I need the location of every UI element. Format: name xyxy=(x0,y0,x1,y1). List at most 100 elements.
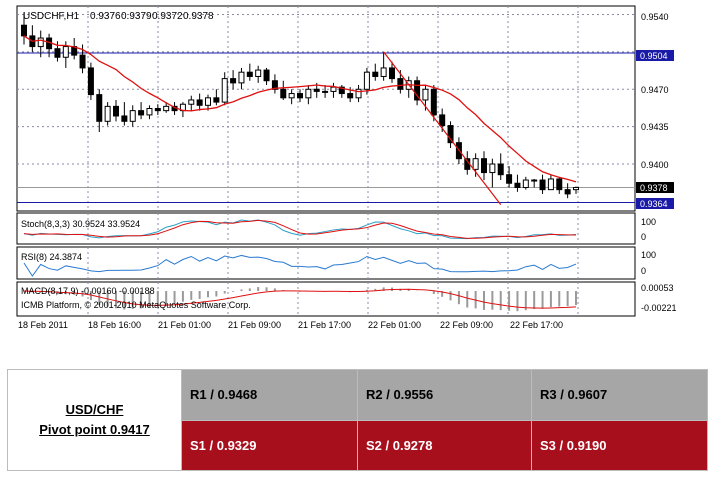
current-price-tag xyxy=(636,182,674,193)
r2-cell: R2 / 0.9556 xyxy=(357,369,532,421)
candle-body xyxy=(355,88,362,99)
candle-body xyxy=(154,108,161,112)
candle-body xyxy=(489,163,496,174)
time-label-6: 22 Feb 01:00 xyxy=(368,320,421,330)
candle-body xyxy=(497,163,504,176)
support-price-label: 0.9364 xyxy=(640,199,668,209)
rsi-tick-top: 100 xyxy=(641,250,656,260)
macd-pane xyxy=(16,281,636,317)
ohlc-close: 0.9378 xyxy=(183,11,214,22)
ohlc-high: 0.9379 xyxy=(121,11,152,22)
support-price-tag xyxy=(636,198,674,209)
price-tick-1: 0.9540 xyxy=(641,12,669,22)
candle-body xyxy=(556,178,563,191)
price-tick-3: 0.9435 xyxy=(641,122,669,132)
s3-cell: S3 / 0.9190 xyxy=(531,419,708,471)
macd-signal-line xyxy=(23,288,577,309)
ohlc-open: 0.9376 xyxy=(90,11,121,22)
candle-body xyxy=(380,67,387,77)
time-label-8: 22 Feb 17:00 xyxy=(510,320,563,330)
pair-name: USD/CHF xyxy=(65,402,124,417)
s1-cell: S1 / 0.9329 xyxy=(181,419,358,471)
rsi-label: RSI(8) 24.3874 xyxy=(21,252,82,262)
candle-body xyxy=(531,179,538,182)
candle-body xyxy=(263,69,270,82)
time-label-7: 22 Feb 09:00 xyxy=(440,320,493,330)
candle-body xyxy=(347,93,354,99)
candle-body xyxy=(87,67,94,96)
candle-body xyxy=(397,78,404,90)
price-tick-4: 0.9400 xyxy=(641,160,669,170)
candle-body xyxy=(280,88,287,99)
candle-body xyxy=(96,94,103,122)
candle-body xyxy=(514,182,521,189)
ohlc-low: 0.9372 xyxy=(152,11,183,22)
candle-body xyxy=(54,48,61,58)
candle-body xyxy=(564,189,571,195)
candle-body xyxy=(389,67,395,80)
time-label-5: 21 Feb 17:00 xyxy=(298,320,351,330)
candle-body xyxy=(313,88,320,92)
candle-body xyxy=(21,24,27,37)
candle-body xyxy=(246,71,253,77)
candle-body xyxy=(414,80,421,101)
resistance-price-tag xyxy=(636,50,674,61)
candle-body xyxy=(205,97,211,106)
main-pane xyxy=(16,5,636,212)
time-label-2: 18 Feb 16:00 xyxy=(88,320,141,330)
candle-body xyxy=(472,158,479,170)
candle-body xyxy=(439,114,446,127)
trend-line xyxy=(383,51,502,205)
macd-tick-bottom: -0.00221 xyxy=(641,303,677,313)
rsi-tick-bottom: 0 xyxy=(641,266,646,276)
rsi-line xyxy=(23,254,577,277)
r1-cell: R1 / 0.9468 xyxy=(181,369,358,421)
candle-body xyxy=(330,86,337,92)
candle-body xyxy=(422,88,429,101)
time-label-1: 18 Feb 2011 xyxy=(18,320,68,330)
resistance-price-label: 0.9504 xyxy=(640,51,668,61)
stochastic-signal-line xyxy=(23,219,577,239)
candle-body xyxy=(573,187,579,191)
macd-label: MACD(8,17,9) -0.00160 -0.00188 xyxy=(21,286,155,296)
candle-body xyxy=(506,174,513,184)
candle-body xyxy=(196,99,203,106)
stochastic-tick-top: 100 xyxy=(641,217,656,227)
candle-body xyxy=(255,69,262,77)
pivot-table: USD/CHF Pivot point 0.9417 R1 / 0.9468 R… xyxy=(7,369,708,471)
candle-body xyxy=(363,71,370,90)
candle-body xyxy=(238,71,245,84)
copyright-label: ICMB Platform, © 2001-2010 MetaQuotes So… xyxy=(21,300,251,310)
pivot-point: Pivot point 0.9417 xyxy=(39,422,150,437)
candle-body xyxy=(522,179,529,189)
candle-body xyxy=(188,99,195,105)
moving-average-line xyxy=(23,35,577,183)
stochastic-label: Stoch(8,3,3) 30.9524 33.9524 xyxy=(21,219,140,229)
candle-body xyxy=(104,105,111,122)
s2-cell: S2 / 0.9278 xyxy=(357,419,532,471)
candle-body xyxy=(213,97,220,103)
candle-body xyxy=(62,46,69,58)
candle-body xyxy=(338,86,345,95)
candle-body xyxy=(297,93,303,99)
pivot-label-cell: USD/CHF Pivot point 0.9417 xyxy=(7,369,182,471)
time-label-4: 21 Feb 09:00 xyxy=(228,320,281,330)
forex-chart: USDCHF,H1 0.9376 0.9379 0.9372 0.9378 0.… xyxy=(16,5,677,330)
candle-body xyxy=(288,93,295,99)
candle-body xyxy=(230,78,237,84)
pivot-table-panel: USD/CHF Pivot point 0.9417 R1 / 0.9468 R… xyxy=(7,369,708,471)
candle-body xyxy=(539,179,546,191)
candle-body xyxy=(113,105,119,117)
candle-body xyxy=(37,37,44,48)
candle-body xyxy=(146,108,153,116)
candle-body xyxy=(481,158,487,174)
chart-title: USDCHF,H1 xyxy=(23,11,80,22)
rsi-pane xyxy=(16,246,636,280)
candle-body xyxy=(447,125,454,144)
current-price-label: 0.9378 xyxy=(640,183,668,193)
candle-body xyxy=(221,78,228,103)
candle-body xyxy=(163,105,170,112)
candle-body xyxy=(372,71,379,77)
candle-body xyxy=(547,178,554,191)
price-tick-2: 0.9470 xyxy=(641,85,669,95)
